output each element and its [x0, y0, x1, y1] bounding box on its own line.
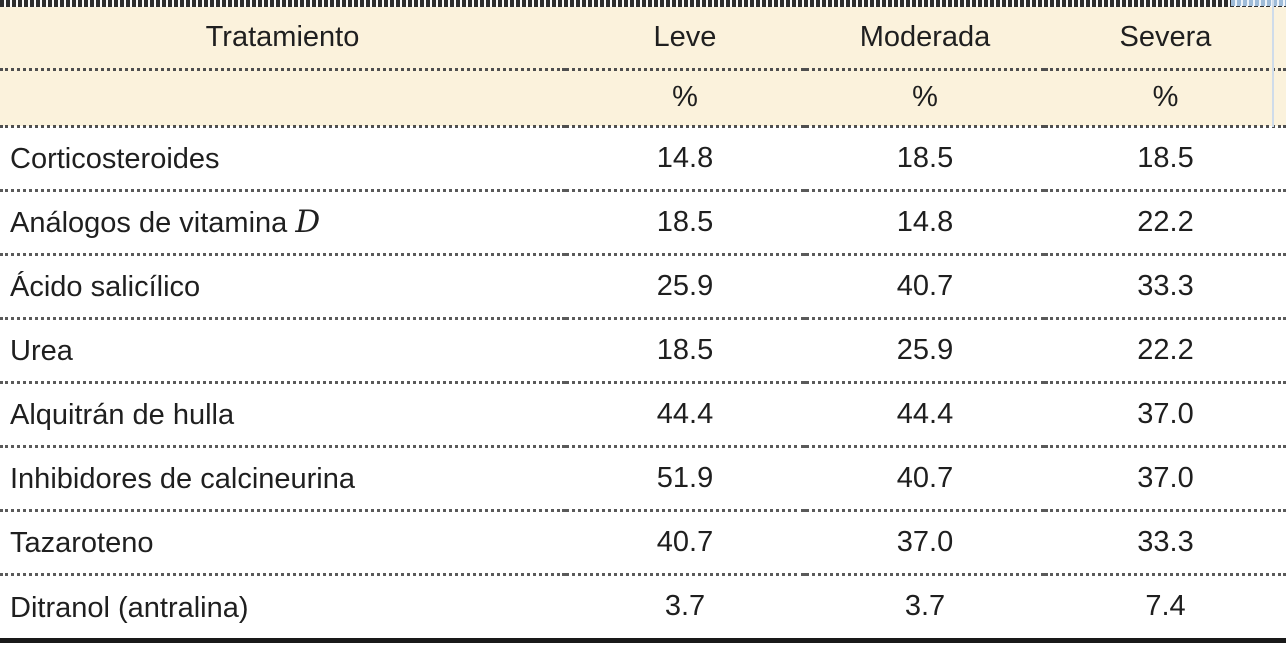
- value-moderada: 40.7: [805, 446, 1045, 512]
- value-moderada: 14.8: [805, 190, 1045, 256]
- row-name-text: Alquitrán de hulla: [10, 399, 235, 431]
- table-bottom-rule: [0, 638, 1286, 643]
- value-moderada: 18.5: [805, 126, 1045, 192]
- column-header-row: Tratamiento Leve Moderada Severa: [0, 7, 1286, 71]
- value-leve: 25.9: [565, 254, 805, 320]
- value-leve: 44.4: [565, 382, 805, 448]
- value-severa: 7.4: [1145, 590, 1186, 623]
- row-name-text: Ácido salicílico: [10, 271, 201, 303]
- value-severa: 22.2: [1045, 318, 1286, 384]
- value-leve: 14.8: [565, 126, 805, 192]
- row-name: Ácido salicílico: [0, 254, 565, 320]
- value-moderada: 25.9: [805, 318, 1045, 384]
- table-row: Ácido salicílico 25.9 40.7 33.3: [0, 254, 1286, 320]
- row-name: Alquitrán de hulla: [0, 382, 565, 448]
- value-severa: 37.0: [1045, 446, 1286, 512]
- row-name-text: Análogos de vitamina: [10, 207, 296, 239]
- value-severa: 37.0: [1045, 382, 1286, 448]
- row-name-text: Ditranol (antralina): [10, 591, 249, 624]
- value-leve: 18.5: [565, 190, 805, 256]
- row-name-text: Corticosteroides: [10, 143, 220, 175]
- unit-cell-empty: [0, 69, 565, 128]
- unit-header-row: % % %: [0, 69, 1286, 128]
- unit-cell-severa: %: [1045, 69, 1286, 128]
- table-row: Corticosteroides 14.8 18.5 18.5: [0, 126, 1286, 192]
- table-row: Urea 18.5 25.9 22.2: [0, 318, 1286, 384]
- row-name-text: Inhibidores de calcineurina: [10, 463, 355, 495]
- row-name: Corticosteroides: [0, 126, 565, 192]
- unit-cell-leve: %: [565, 69, 805, 128]
- row-name-math: D: [295, 204, 321, 240]
- table-row: Alquitrán de hulla 44.4 44.4 37.0: [0, 382, 1286, 448]
- treatments-by-severity-table: Tratamiento Leve Moderada Severa % % % C…: [0, 7, 1286, 638]
- value-moderada: 40.7: [805, 254, 1045, 320]
- row-name: Ditranol (antralina): [0, 574, 565, 638]
- value-moderada: 3.7: [904, 590, 946, 623]
- table-row: Tazaroteno 40.7 37.0 33.3: [0, 510, 1286, 576]
- table-row: Ditranol (antralina) 3.7 3.7 7.4: [0, 574, 1286, 638]
- table-row: Inhibidores de calcineurina 51.9 40.7 37…: [0, 446, 1286, 512]
- col-header-severa: Severa: [1045, 7, 1286, 71]
- value-severa: 33.3: [1045, 254, 1286, 320]
- value-leve: 3.7: [664, 590, 706, 623]
- table-row: Análogos de vitamina D 18.5 14.8 22.2: [0, 190, 1286, 256]
- value-leve: 51.9: [565, 446, 805, 512]
- unit-cell-moderada: %: [805, 69, 1045, 128]
- table-body: Corticosteroides 14.8 18.5 18.5 Análogos…: [0, 126, 1286, 638]
- value-severa: 18.5: [1045, 126, 1286, 192]
- col-header-tratamiento: Tratamiento: [0, 7, 565, 71]
- value-severa: 22.2: [1045, 190, 1286, 256]
- value-leve: 18.5: [565, 318, 805, 384]
- value-leve: 40.7: [565, 510, 805, 576]
- row-name-text: Urea: [10, 335, 73, 367]
- row-name: Tazaroteno: [0, 510, 565, 576]
- row-name: Urea: [0, 318, 565, 384]
- row-name-text: Tazaroteno: [10, 527, 154, 559]
- scan-artifact-blue-dash: [1231, 0, 1286, 6]
- value-moderada: 44.4: [805, 382, 1045, 448]
- table-header: Tratamiento Leve Moderada Severa % % %: [0, 7, 1286, 128]
- row-name: Inhibidores de calcineurina: [0, 446, 565, 512]
- table-top-rule: [0, 0, 1286, 7]
- row-name: Análogos de vitamina D: [0, 190, 565, 256]
- value-moderada: 37.0: [805, 510, 1045, 576]
- col-header-leve: Leve: [565, 7, 805, 71]
- col-header-moderada: Moderada: [805, 7, 1045, 71]
- value-severa: 33.3: [1045, 510, 1286, 576]
